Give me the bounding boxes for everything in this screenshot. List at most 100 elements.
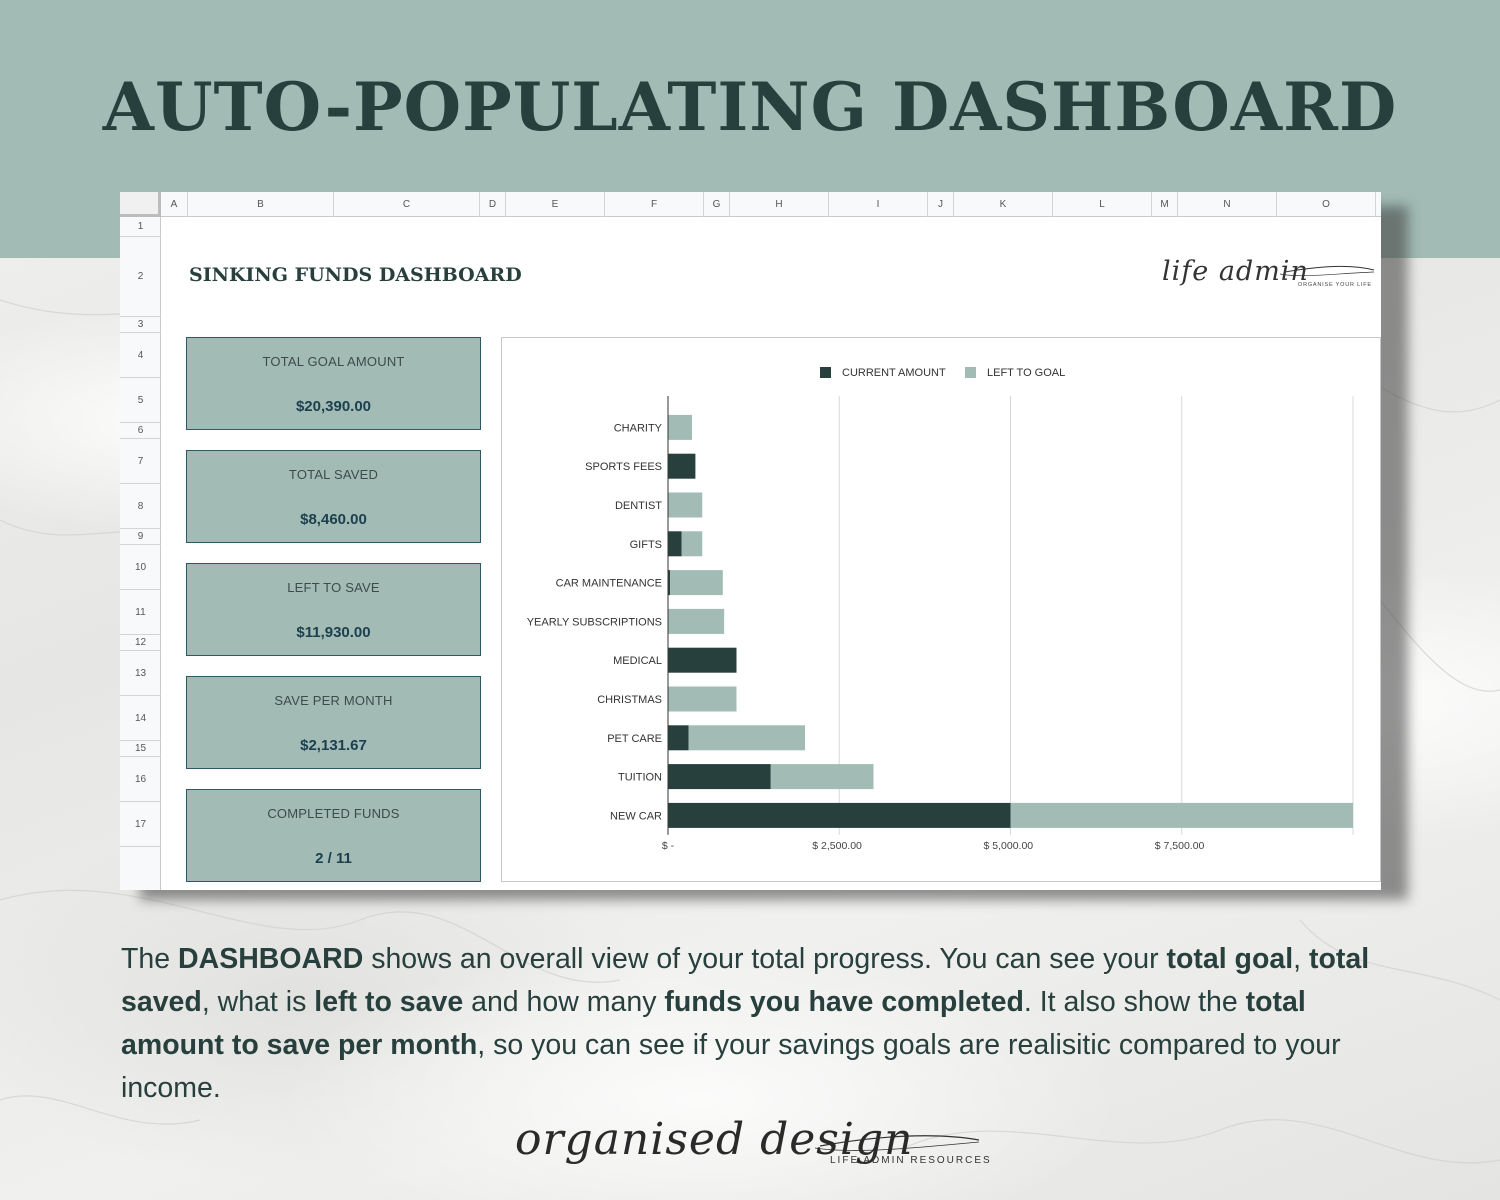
row-header-8[interactable]: 8 <box>120 484 161 529</box>
row-header-6[interactable]: 6 <box>120 423 161 439</box>
kpi-label: LEFT TO SAVE <box>287 580 380 595</box>
select-all-corner[interactable] <box>120 192 161 217</box>
row-header-5[interactable]: 5 <box>120 378 161 423</box>
kpi-label: COMPLETED FUNDS <box>267 806 400 821</box>
row-header-11[interactable]: 11 <box>120 590 161 635</box>
kpi-value: $20,390.00 <box>295 398 372 415</box>
legend-swatch <box>965 367 976 378</box>
description-emphasis: DASHBOARD <box>178 943 364 975</box>
bar-left-to-goal <box>1010 802 1353 828</box>
bar-left-to-goal <box>668 608 725 634</box>
column-header-f[interactable]: F <box>605 192 704 217</box>
column-header-j[interactable]: J <box>928 192 954 217</box>
bar-left-to-goal <box>668 492 703 518</box>
description-segment: The <box>121 943 179 975</box>
column-header-l[interactable]: L <box>1053 192 1152 217</box>
kpi-label: TOTAL SAVED <box>288 467 379 482</box>
logo-tagline: ORGANISE YOUR LIFE <box>1298 282 1372 288</box>
kpi-value: 2 / 11 <box>315 850 352 867</box>
column-header-c[interactable]: C <box>334 192 480 217</box>
bar-current-amount <box>668 531 682 557</box>
x-tick-label: $ 7,500.00 <box>1155 840 1205 852</box>
x-tick-label: $ 5,000.00 <box>984 840 1034 852</box>
row-header-17[interactable]: 17 <box>120 802 161 847</box>
row-header-12[interactable]: 12 <box>120 635 161 651</box>
category-label: TUITION <box>618 772 662 784</box>
bar-current-amount <box>668 453 696 479</box>
row-header-4[interactable]: 4 <box>120 333 161 378</box>
row-header-1[interactable]: 1 <box>120 217 161 237</box>
description-segment: shows an overall view of your total prog… <box>363 943 1167 975</box>
row-header-7[interactable]: 7 <box>120 439 161 484</box>
category-label: CAR MAINTENANCE <box>556 578 662 590</box>
life-admin-logo: life admin ORGANISE YOUR LIFE <box>1160 252 1376 296</box>
column-header-b[interactable]: B <box>188 192 334 217</box>
kpi-card: TOTAL SAVED $8,460.00 <box>186 450 481 543</box>
category-label: PET CARE <box>607 733 662 745</box>
description-segment: , what is <box>201 986 315 1018</box>
kpi-card: TOTAL GOAL AMOUNT $20,390.00 <box>186 337 481 430</box>
column-header-h[interactable]: H <box>730 192 829 217</box>
legend-label: CURRENT AMOUNT <box>842 367 946 379</box>
row-header-2[interactable]: 2 <box>120 237 161 317</box>
bar-left-to-goal <box>670 570 723 596</box>
column-header-n[interactable]: N <box>1178 192 1277 217</box>
column-header-o[interactable]: O <box>1277 192 1376 217</box>
column-header-i[interactable]: I <box>829 192 928 217</box>
row-header-15[interactable]: 15 <box>120 741 161 757</box>
column-header-a[interactable]: A <box>161 192 188 217</box>
x-tick-label: $ - <box>662 840 675 852</box>
description-segment: , so you can see if your savings goals a… <box>121 1029 1341 1104</box>
row-header-14[interactable]: 14 <box>120 696 161 741</box>
row-header-10[interactable]: 10 <box>120 545 161 590</box>
description-text: The DASHBOARD shows an overall view of y… <box>121 938 1391 1110</box>
bar-left-to-goal <box>770 764 874 790</box>
column-header-m[interactable]: M <box>1152 192 1178 217</box>
bar-left-to-goal <box>668 686 737 712</box>
category-label: DENTIST <box>615 500 662 512</box>
bar-left-to-goal <box>668 414 692 440</box>
logo-script: life admin <box>1162 256 1309 287</box>
column-header-k[interactable]: K <box>954 192 1053 217</box>
category-label: GIFTS <box>630 539 662 551</box>
legend-swatch <box>820 367 831 378</box>
bar-left-to-goal <box>681 531 703 557</box>
column-header-d[interactable]: D <box>480 192 506 217</box>
legend-label: LEFT TO GOAL <box>987 367 1065 379</box>
description-emphasis: left to save <box>314 986 464 1018</box>
column-header-g[interactable]: G <box>704 192 730 217</box>
category-label: SPORTS FEES <box>585 461 662 473</box>
kpi-card: LEFT TO SAVE $11,930.00 <box>186 563 481 656</box>
row-header-3[interactable]: 3 <box>120 317 161 333</box>
description-emphasis: total saved <box>121 943 1370 1018</box>
description-segment: , <box>1293 943 1309 975</box>
description-segment: and how many <box>463 986 665 1018</box>
kpi-value: $8,460.00 <box>300 511 367 528</box>
category-label: CHARITY <box>614 422 663 434</box>
row-header-16[interactable]: 16 <box>120 757 161 802</box>
description-emphasis: total amount to save per month <box>121 986 1306 1061</box>
brand-script: organised design <box>515 1114 914 1165</box>
funds-bar-chart: $ - $ 2,500.00 $ 5,000.00 $ 7,500.00 CURRENT… <box>501 337 1381 882</box>
page-headline: AUTO-POPULATING DASHBOARD <box>102 68 1398 146</box>
column-header-e[interactable]: E <box>506 192 605 217</box>
bar-current-amount <box>668 764 771 790</box>
description-emphasis: funds you have completed <box>664 986 1024 1018</box>
brand-tagline: LIFE ADMIN RESOURCES <box>830 1155 992 1166</box>
bar-current-amount <box>668 647 737 673</box>
category-label: MEDICAL <box>613 655 662 667</box>
row-header-9[interactable]: 9 <box>120 529 161 545</box>
kpi-value: $2,131.67 <box>300 737 367 754</box>
description-segment: . It also show the <box>1023 986 1246 1018</box>
kpi-card: COMPLETED FUNDS 2 / 11 <box>186 789 481 882</box>
category-label: YEARLY SUBSCRIPTIONS <box>527 616 662 628</box>
kpi-label: SAVE PER MONTH <box>274 693 393 708</box>
row-header-bar: 1 2 3 4 5 6 7 8 9 10 11 12 13 14 15 16 17 <box>120 217 161 890</box>
organised-design-logo: organised design LIFE ADMIN RESOURCES <box>515 1112 995 1182</box>
row-header-13[interactable]: 13 <box>120 651 161 696</box>
x-tick-label: $ 2,500.00 <box>812 840 862 852</box>
bar-current-amount <box>668 802 1011 828</box>
category-label: CHRISTMAS <box>597 694 662 706</box>
